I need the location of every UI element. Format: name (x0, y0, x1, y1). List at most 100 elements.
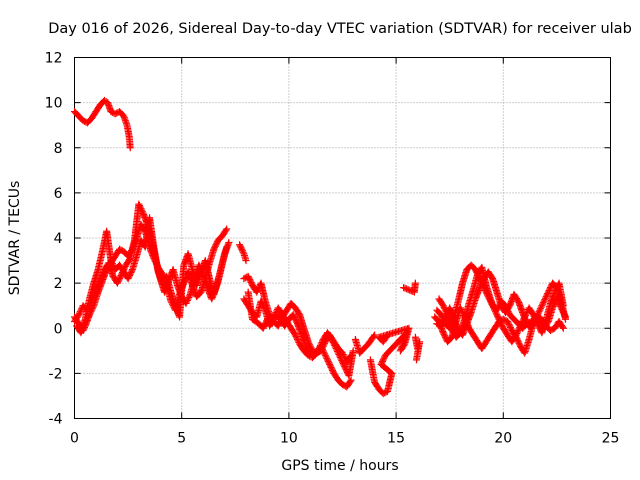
ulab-trace-c-point (126, 272, 134, 280)
ulab-trace-g-point (377, 360, 385, 368)
ulab-trace-k-point (517, 320, 525, 328)
ulab-trace-k-point (516, 322, 524, 330)
ulab-trace-k-point (449, 326, 457, 334)
ulab-trace-f-point (340, 361, 348, 369)
ulab-trace-k-point (521, 313, 529, 321)
ulab-trace-k-point (529, 311, 537, 319)
ulab-trace-b-point (183, 298, 191, 306)
x-axis-label: GPS time / hours (281, 458, 398, 474)
ulab-trace-e-point (320, 348, 328, 356)
ulab-trace-a-point (211, 244, 219, 252)
ulab-scatter-misc-point (236, 242, 244, 250)
ulab-trace-h-point (539, 300, 547, 308)
ulab-trace-f-point (316, 343, 324, 351)
ulab-trace-e-point (293, 336, 301, 344)
y-tick-label: 12 (45, 51, 63, 67)
ulab-trace-g-point (378, 359, 386, 367)
ulab-trace-e-point (324, 357, 332, 365)
ulab-trace-h-point (537, 303, 545, 311)
y-tick-label: -2 (49, 366, 63, 382)
ulab-trace-h-point (538, 302, 546, 310)
ulab-trace-j-point (558, 323, 566, 331)
x-tick-label: 15 (387, 431, 405, 447)
ulab-trace-f-point (331, 343, 339, 351)
ulab-trace-h-point (545, 287, 553, 295)
ulab-trace-f-point (333, 348, 341, 356)
ulab-trace-k-point (534, 321, 542, 329)
ulab-scatter-misc-point (237, 244, 245, 252)
ulab-trace-i-point (559, 307, 567, 315)
ulab-trace-f-point (332, 345, 340, 353)
ulab-trace-k-point (495, 315, 503, 323)
ulab-trace-f-point (339, 360, 347, 368)
ulab-trace-h-point (539, 299, 547, 307)
ulab-upper-trace-point (126, 144, 134, 152)
ulab-trace-f-point (333, 346, 341, 354)
ulab-trace-e-point (258, 299, 266, 307)
ulab-trace-b-point (137, 205, 145, 213)
ulab-trace-j-point (457, 305, 465, 313)
ulab-trace-k-point (519, 317, 527, 325)
ulab-trace-k (435, 263, 567, 346)
ulab-trace-f-point (337, 355, 345, 363)
ulab-trace-f-point (261, 321, 269, 329)
ulab-trace-j-point (559, 324, 567, 332)
ulab-upper-trace (71, 96, 134, 152)
ulab-trace-k-point (443, 309, 451, 317)
ulab-trace-f-point (349, 347, 357, 355)
ulab-trace-a-point (212, 241, 220, 249)
ulab-trace-k-point (494, 314, 502, 322)
ulab-trace-e-point (321, 351, 329, 359)
ulab-trace-j-point (505, 320, 513, 328)
ulab-trace-k-point (448, 324, 456, 332)
x-tick-labels: 0 5 10 15 20 25 (70, 431, 619, 447)
ulab-scatter-misc-point (239, 248, 247, 256)
ulab-trace-f-point (260, 323, 268, 331)
ulab-trace-k-point (439, 302, 447, 310)
ulab-trace-i-point (559, 308, 567, 316)
ulab-trace-f-point (336, 354, 344, 362)
ulab-trace-i-point (561, 311, 569, 319)
ulab-trace-k-point (449, 327, 457, 335)
ulab-trace-e-point (326, 360, 334, 368)
ulab-trace-c-point (108, 260, 116, 268)
ulab-trace-f-point (339, 358, 346, 366)
ulab-trace-f-point (291, 315, 299, 323)
ulab-trace-a-point (222, 226, 230, 234)
ulab-trace-f-point (269, 317, 277, 325)
ulab-trace-b-point (136, 203, 144, 211)
ulab-trace-f-point (259, 324, 267, 332)
ulab-trace-k-point (531, 314, 539, 322)
ulab-trace-j-point (504, 319, 512, 327)
ulab-trace-k-point (494, 312, 502, 320)
ulab-trace-b-point (135, 200, 143, 208)
ulab-trace-k-point (491, 308, 499, 316)
ulab-trace-i-point (560, 310, 568, 318)
ulab-trace-j-point (506, 322, 514, 330)
ulab-trace-k-point (532, 317, 540, 325)
ulab-trace-d-point (244, 272, 252, 280)
ulab-trace-d-point (247, 278, 255, 286)
ulab-trace-h-point (546, 285, 554, 293)
y-tick-label: 6 (54, 186, 63, 202)
ulab-trace-e-point (326, 362, 334, 370)
ulab-trace-c-point (127, 269, 135, 277)
ulab-scatter-misc-point (404, 286, 412, 294)
ulab-trace-h-point (543, 291, 551, 299)
ulab-trace-a-point (213, 239, 221, 247)
ulab-trace-k-point (441, 305, 449, 313)
ulab-trace-i-point (476, 284, 484, 292)
ulab-trace-b-point (225, 239, 233, 247)
ulab-trace-c-point (125, 273, 133, 281)
ulab-trace-f-point (290, 312, 298, 320)
ulab-trace-e-point (258, 300, 266, 308)
ulab-trace-f-point (268, 318, 276, 326)
ulab-trace-f-point (329, 339, 337, 347)
ulab-trace-d-point (245, 274, 253, 282)
ulab-trace-i-point (558, 305, 566, 313)
ulab-trace-b-point (183, 296, 191, 304)
ulab-trace-k-point (492, 309, 500, 317)
ulab-trace-k-point (498, 321, 506, 329)
ulab-trace-e-point (347, 376, 355, 384)
